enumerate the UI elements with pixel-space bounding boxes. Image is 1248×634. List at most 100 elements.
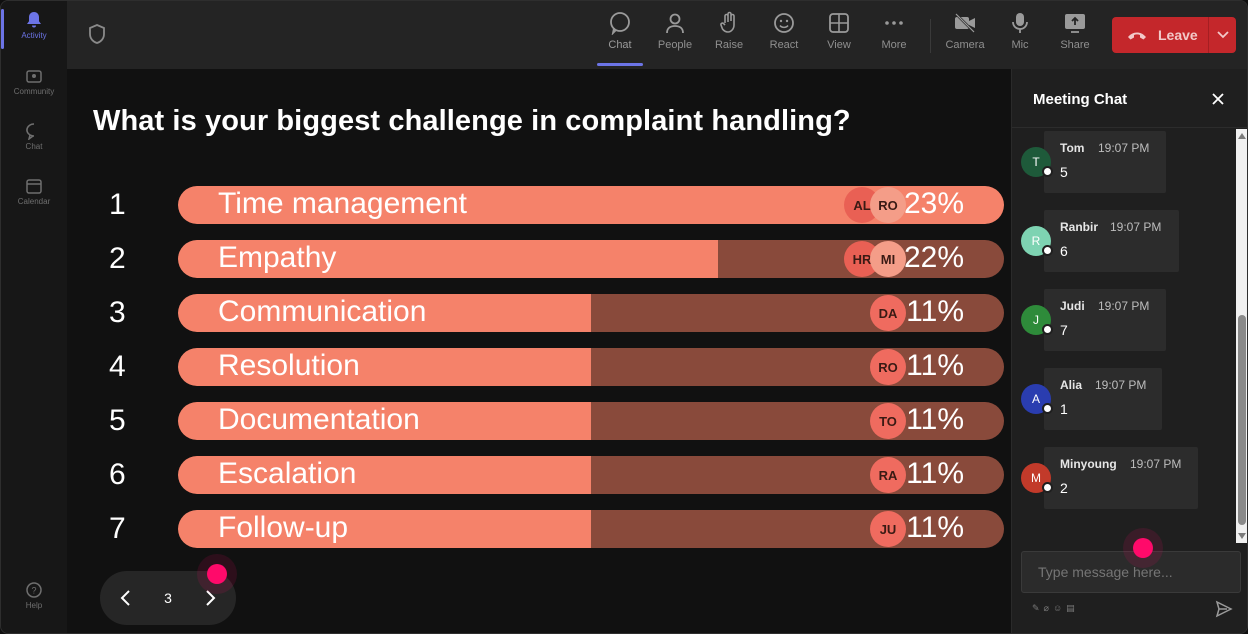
toolbar-mic-label: Mic — [1011, 39, 1029, 51]
chat-divider — [1012, 127, 1247, 128]
chat-message-text: 5 — [1060, 164, 1068, 180]
toolbar-camera-label: Camera — [945, 39, 985, 51]
app-rail: Activity Community Chat Calendar ? Help — [1, 1, 67, 633]
chat-timestamp: 19:07 PM — [1098, 141, 1150, 155]
chat-message-text: 1 — [1060, 401, 1068, 417]
chat-message-input[interactable] — [1021, 551, 1241, 593]
chat-sender-name: Alia — [1060, 378, 1083, 392]
poll-option-bar-fill — [178, 402, 591, 440]
poll-option-percent: 11% — [906, 349, 964, 382]
voter-avatar: MI — [870, 241, 906, 277]
poll-option-number: 7 — [109, 512, 126, 545]
chat-message-text: 6 — [1060, 243, 1068, 259]
chat-sender-name: Ranbir — [1060, 220, 1099, 234]
poll-option-label: Communication — [218, 295, 427, 328]
poll-option-bar-fill — [178, 510, 591, 548]
toolbar-react-button[interactable]: React — [759, 11, 809, 51]
chat-avatar-initial: J — [1033, 313, 1039, 327]
presence-status-icon — [1042, 482, 1053, 493]
chat-avatar: J — [1021, 305, 1053, 335]
chat-message: Alia 19:07 PM 1 — [1044, 368, 1162, 430]
chat-message-text: 7 — [1060, 322, 1068, 338]
poll-option-label: Escalation — [218, 457, 357, 490]
raise-hand-icon — [720, 11, 735, 33]
toolbar-view-button[interactable]: View — [814, 11, 864, 51]
chat-sender-name: Tom — [1060, 141, 1085, 155]
help-icon: ? — [26, 582, 42, 598]
shield-icon[interactable] — [87, 23, 107, 45]
chevron-left-icon[interactable] — [116, 588, 136, 608]
meeting-toolbar: Chat People Raise React View More Camera — [67, 1, 1247, 69]
poll-option-number: 3 — [109, 296, 126, 329]
formatting-toolbar[interactable]: ✎⌀☺▤ — [1032, 603, 1079, 614]
presence-status-icon — [1042, 245, 1053, 256]
poll-option-bar-fill — [178, 240, 719, 278]
chat-avatar: T — [1021, 147, 1053, 177]
poll-option-row: 7 Follow-up JU 11% — [67, 510, 1011, 548]
page-number: 3 — [164, 590, 172, 606]
chevron-down-icon — [1216, 31, 1229, 39]
bell-icon — [27, 12, 41, 28]
poll-option-bar-fill — [178, 456, 591, 494]
toolbar-camera-button[interactable]: Camera — [940, 11, 990, 51]
emoji-icon[interactable]: ☺ — [1052, 603, 1067, 613]
cursor-indicator-dot — [1133, 538, 1153, 558]
rail-item-calendar[interactable]: Calendar — [1, 177, 67, 206]
chat-avatar-initial: A — [1031, 392, 1040, 406]
poll-option-number: 4 — [109, 350, 126, 383]
toolbar-share-button[interactable]: Share — [1050, 11, 1100, 51]
scroll-up-arrow-icon[interactable] — [1238, 133, 1246, 139]
voter-avatar: DA — [870, 295, 906, 331]
poll-option-number: 6 — [109, 458, 126, 491]
toolbar-separator — [930, 19, 931, 53]
scroll-down-arrow-icon[interactable] — [1238, 533, 1246, 539]
leave-dropdown-button[interactable] — [1208, 17, 1236, 53]
close-icon[interactable] — [1210, 91, 1226, 107]
rail-item-community[interactable]: Community — [1, 67, 67, 96]
rail-item-chat[interactable]: Chat — [1, 122, 67, 151]
poll-option-label: Empathy — [218, 241, 337, 274]
chevron-right-icon[interactable] — [200, 588, 220, 608]
rail-item-help[interactable]: ? Help — [1, 581, 67, 610]
chat-icon — [26, 123, 35, 140]
poll-option-bar: Empathy HR MI 22% — [178, 240, 1004, 278]
send-icon[interactable] — [1215, 600, 1233, 618]
format-icon[interactable]: ✎ — [1032, 603, 1044, 613]
grid-view-icon — [829, 13, 849, 33]
chat-message: Judi 19:07 PM 7 — [1044, 289, 1166, 351]
chat-avatar: M — [1021, 463, 1053, 493]
toolbar-people-button[interactable]: People — [650, 11, 700, 51]
chat-avatar-initial: R — [1031, 234, 1041, 248]
chat-scrollbar[interactable] — [1236, 129, 1247, 543]
rail-item-label: Chat — [25, 142, 43, 151]
voter-avatar: RO — [870, 349, 906, 385]
chat-timestamp: 19:07 PM — [1098, 299, 1150, 313]
rail-item-activity[interactable]: Activity — [1, 11, 67, 40]
scrollbar-thumb[interactable] — [1238, 315, 1246, 525]
presence-status-icon — [1042, 166, 1053, 177]
poll-option-label: Time management — [218, 187, 467, 220]
people-icon — [666, 13, 684, 34]
chat-sender-name: Judi — [1060, 299, 1085, 313]
voter-avatar: TO — [870, 403, 906, 439]
toolbar-mic-button[interactable]: Mic — [995, 11, 1045, 51]
poll-stage: What is your biggest challenge in compla… — [67, 69, 1011, 633]
presence-status-icon — [1042, 403, 1053, 414]
chat-message: Minyoung 19:07 PM 2 — [1044, 447, 1198, 509]
leave-button[interactable]: Leave — [1112, 17, 1236, 53]
toolbar-people-label: People — [657, 39, 693, 51]
toolbar-chat-button[interactable]: Chat — [595, 11, 645, 51]
poll-option-bar: Follow-up JU 11% — [178, 510, 1004, 548]
poll-option-bar: Escalation RA 11% — [178, 456, 1004, 494]
toolbar-raise-button[interactable]: Raise — [704, 11, 754, 51]
gif-icon[interactable]: ▤ — [1066, 603, 1079, 613]
attach-icon[interactable]: ⌀ — [1043, 603, 1053, 613]
poll-option-percent: 11% — [906, 295, 964, 328]
poll-option-percent: 11% — [906, 457, 964, 490]
toolbar-react-label: React — [769, 39, 799, 51]
chat-avatar-initial: T — [1032, 155, 1040, 169]
rail-item-label: Activity — [21, 31, 47, 40]
poll-option-bar: Communication DA 11% — [178, 294, 1004, 332]
toolbar-more-button[interactable]: More — [869, 11, 919, 51]
